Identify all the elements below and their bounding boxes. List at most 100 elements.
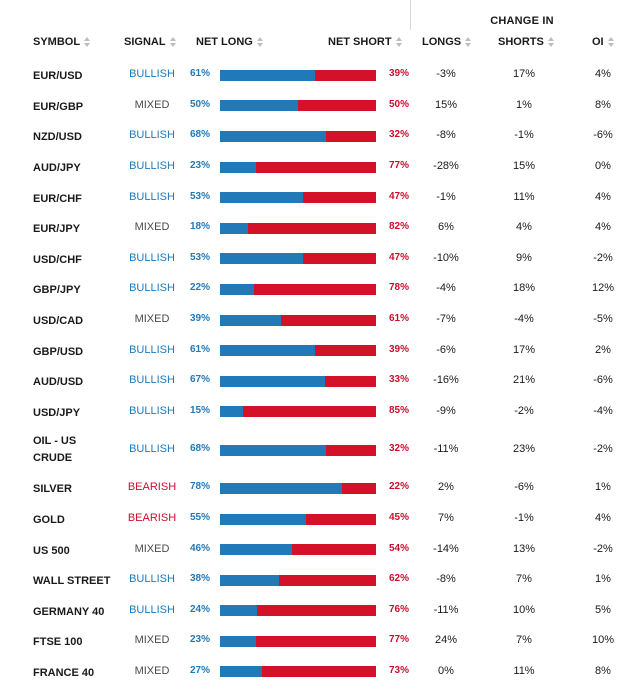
net-long-percent: 23% — [189, 160, 210, 172]
symbol-column-header[interactable]: SYMBOL — [33, 36, 91, 48]
symbol-name[interactable]: FRANCE 40 — [33, 666, 95, 679]
net-short-percent: 39% — [388, 68, 409, 80]
net-short-percent: 22% — [388, 481, 409, 493]
net-long-bar-fill — [220, 314, 281, 326]
signal-label: BULLISH — [129, 190, 175, 203]
table-row[interactable]: GBP/JPY BULLISH 22% 78% -4% 18% 12% — [0, 273, 633, 304]
oi-change: -4% — [593, 404, 613, 417]
net-long-bar-fill — [220, 283, 255, 295]
sort-icon[interactable] — [84, 36, 91, 48]
net-short-percent: 45% — [388, 512, 409, 524]
net-long-bar-fill — [220, 444, 327, 456]
longs-change: -7% — [436, 313, 456, 326]
oi-change: -5% — [593, 313, 613, 326]
longs-header-label: LONGS — [422, 36, 462, 48]
table-row[interactable]: FRANCE 40 MIXED 27% 73% 0% 11% 8% — [0, 655, 633, 687]
net-long-bar-fill — [220, 513, 306, 525]
symbol-name[interactable]: AUD/JPY — [33, 162, 81, 175]
net-long-column-header[interactable]: NET LONG — [196, 36, 264, 48]
table-row[interactable]: EUR/JPY MIXED 18% 82% 6% 4% 4% — [0, 211, 633, 243]
table-row[interactable]: USD/CHF BULLISH 53% 47% -10% 9% -2% — [0, 242, 633, 274]
table-row[interactable]: EUR/USD BULLISH 61% 39% -3% 17% 4% — [0, 59, 633, 90]
net-long-bar-fill — [220, 482, 342, 494]
symbol-name[interactable]: GBP/JPY — [33, 284, 81, 297]
longs-change: -11% — [433, 603, 459, 616]
oi-change: 1% — [595, 481, 611, 494]
net-short-percent: 61% — [388, 313, 409, 325]
oi-change: 4% — [595, 512, 611, 525]
shorts-change: 13% — [512, 542, 536, 555]
symbol-name[interactable]: WALL STREET — [33, 575, 111, 588]
sentiment-bar — [220, 444, 376, 456]
table-row[interactable]: FTSE 100 MIXED 23% 77% 24% 7% 10% — [0, 625, 633, 656]
table-row[interactable]: WALL STREET BULLISH 38% 62% -8% 7% 1% — [0, 563, 633, 595]
oi-header-label: OI — [592, 36, 604, 48]
symbol-name[interactable]: EUR/USD — [33, 70, 83, 83]
table-row[interactable]: USD/JPY BULLISH 15% 85% -9% -2% -4% — [0, 395, 633, 427]
longs-change: -8% — [436, 573, 456, 586]
sort-icon[interactable] — [465, 36, 472, 48]
net-short-percent: 54% — [388, 542, 409, 554]
net-short-column-header[interactable]: NET SHORT — [328, 36, 403, 48]
symbol-name[interactable]: GBP/USD — [33, 345, 84, 358]
oi-change: 10% — [591, 634, 615, 647]
oi-column-header[interactable]: OI — [592, 36, 615, 48]
table-row[interactable]: AUD/JPY BULLISH 23% 77% -28% 15% 0% — [0, 150, 633, 182]
table-row[interactable]: US 500 MIXED 46% 54% -14% 13% -2% — [0, 533, 633, 564]
sentiment-bar — [220, 666, 376, 678]
net-long-bar-fill — [220, 605, 258, 617]
table-row[interactable]: USD/CAD MIXED 39% 61% -7% -4% -5% — [0, 303, 633, 335]
sort-icon[interactable] — [256, 36, 264, 48]
net-short-percent: 77% — [388, 634, 409, 646]
net-short-percent: 62% — [388, 573, 409, 585]
symbol-name[interactable]: EUR/GBP — [33, 100, 84, 113]
table-row[interactable]: EUR/GBP MIXED 50% 50% 15% 1% 8% — [0, 89, 633, 121]
net-short-percent: 33% — [388, 374, 409, 386]
sort-icon[interactable] — [607, 36, 615, 48]
symbol-name[interactable]: EUR/CHF — [33, 192, 82, 205]
table-row[interactable]: AUD/USD BULLISH 67% 33% -16% 21% -6% — [0, 364, 633, 396]
symbol-name[interactable]: USD/JPY — [33, 406, 81, 419]
symbol-name[interactable]: GERMANY 40 — [33, 605, 105, 618]
symbol-name[interactable]: GOLD — [33, 514, 65, 527]
symbol-name[interactable]: USD/CAD — [33, 315, 84, 328]
change-in-label: CHANGE IN — [490, 15, 554, 27]
signal-label: BEARISH — [127, 481, 177, 494]
table-row[interactable]: NZD/USD BULLISH 68% 32% -8% -1% -6% — [0, 120, 633, 151]
table-row[interactable]: EUR/CHF BULLISH 53% 47% -1% 11% 4% — [0, 181, 633, 212]
sort-icon[interactable] — [169, 36, 177, 48]
net-short-percent: 77% — [388, 160, 409, 172]
shorts-change: 9% — [516, 251, 532, 264]
net-long-bar-fill — [220, 161, 256, 173]
longs-column-header[interactable]: LONGS — [422, 36, 472, 48]
table-row[interactable]: OIL - US CRUDE BULLISH 68% 32% -11% 23% -2% — [0, 426, 633, 472]
table-row[interactable]: GBP/USD BULLISH 61% 39% -6% 17% 2% — [0, 334, 633, 365]
symbol-name[interactable]: AUD/USD — [33, 376, 84, 389]
symbol-name[interactable]: FTSE 100 — [33, 636, 83, 649]
longs-change: -9% — [436, 404, 456, 417]
sort-icon[interactable] — [547, 36, 555, 48]
symbol-name[interactable]: USD/CHF — [33, 253, 82, 266]
net-long-bar-fill — [220, 406, 244, 418]
sort-icon[interactable] — [395, 36, 403, 48]
sentiment-bar — [220, 69, 376, 81]
shorts-change: 23% — [512, 443, 536, 456]
net-long-bar-fill — [220, 375, 325, 387]
net-short-header-label: NET SHORT — [328, 36, 392, 48]
table-row[interactable]: GERMANY 40 BULLISH 24% 76% -11% 10% 5% — [0, 594, 633, 626]
oi-change: 2% — [595, 343, 611, 356]
symbol-name[interactable]: EUR/JPY — [33, 223, 81, 236]
net-long-header-label: NET LONG — [196, 36, 253, 48]
symbol-name[interactable]: US 500 — [33, 544, 70, 557]
oi-change: 1% — [595, 573, 611, 586]
signal-column-header[interactable]: SIGNAL — [124, 36, 177, 48]
symbol-name[interactable]: OIL - US CRUDE — [33, 435, 77, 465]
symbol-name[interactable]: SILVER — [33, 483, 72, 496]
net-short-percent: 47% — [388, 190, 409, 202]
net-long-bar-fill — [220, 253, 303, 265]
table-row[interactable]: SILVER BEARISH 78% 22% 2% -6% 1% — [0, 472, 633, 503]
shorts-column-header[interactable]: SHORTS — [498, 36, 555, 48]
symbol-name[interactable]: NZD/USD — [33, 131, 82, 144]
table-row[interactable]: GOLD BEARISH 55% 45% 7% -1% 4% — [0, 502, 633, 534]
oi-change: 8% — [595, 98, 611, 111]
